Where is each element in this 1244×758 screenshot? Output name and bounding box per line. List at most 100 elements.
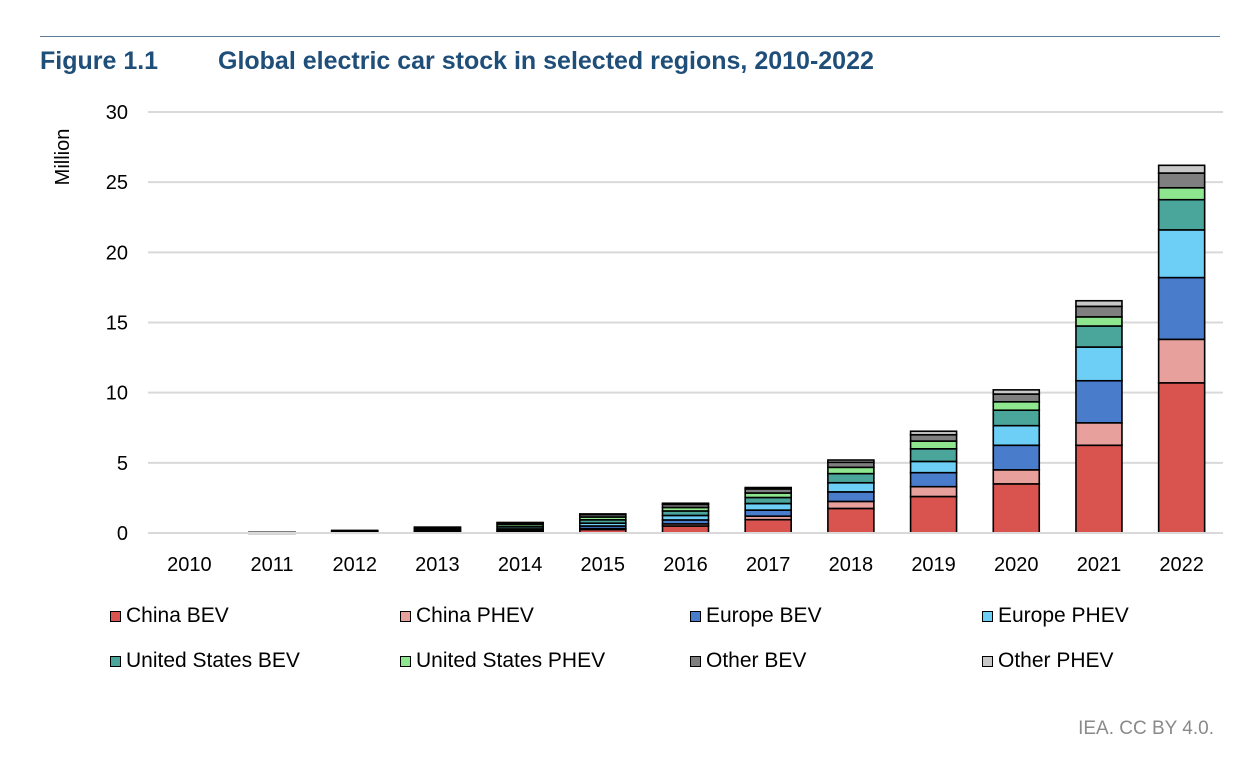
legend-swatch — [982, 655, 993, 667]
bar-segment — [992, 483, 1041, 534]
legend-swatch — [982, 610, 993, 622]
bar-segment — [579, 513, 627, 516]
bar-segment — [909, 440, 958, 450]
bar-segment — [909, 471, 958, 488]
legend-label: Other BEV — [706, 649, 807, 672]
bar-segment — [992, 400, 1041, 412]
x-tick-label: 2015 — [581, 554, 626, 576]
bar-segment — [909, 485, 958, 498]
bar-segment — [909, 460, 958, 474]
bar-segment — [1157, 276, 1206, 341]
x-tick-label: 2012 — [332, 554, 377, 576]
chart-legend: China BEV China PHEV Europe BEV Europe PHEV… — [110, 604, 1210, 694]
bar-segment — [413, 526, 462, 529]
bar-segment — [1157, 382, 1206, 534]
bar-segment — [1157, 198, 1206, 231]
legend-label: Europe PHEV — [998, 604, 1129, 627]
x-tick-label: 2018 — [829, 554, 874, 576]
legend-item: Europe BEV — [690, 604, 822, 628]
legend-swatch — [690, 610, 701, 622]
legend-label: China BEV — [126, 604, 229, 627]
legend-item: Other BEV — [690, 649, 806, 673]
bar-segment — [827, 507, 875, 534]
y-tick-label: 20 — [106, 242, 128, 264]
bar-segment — [1075, 316, 1123, 327]
bar-segment — [827, 472, 875, 484]
legend-swatch — [690, 655, 701, 667]
bar-segment — [1075, 305, 1123, 318]
legend-swatch — [400, 655, 411, 667]
legend-swatch — [400, 610, 411, 622]
x-tick-label: 2017 — [746, 554, 791, 576]
bar-segment — [909, 447, 958, 463]
bar-segment — [744, 502, 792, 511]
bar-segment — [827, 466, 875, 475]
x-tick-label: 2016 — [663, 554, 708, 576]
bar-segment — [1157, 186, 1206, 201]
bar-segment — [827, 491, 875, 503]
bar-segment — [992, 409, 1041, 427]
bar-segment — [992, 393, 1041, 403]
x-tick-label: 2014 — [498, 554, 543, 576]
legend-item: China BEV — [110, 604, 229, 628]
figure-title: Global electric car stock in selected re… — [218, 47, 874, 75]
x-tick-label: 2013 — [415, 554, 460, 576]
bar-segment — [827, 459, 875, 464]
bar-segment — [744, 486, 792, 490]
legend-label: United States BEV — [126, 649, 300, 672]
legend-swatch — [110, 655, 121, 667]
bar-segment — [909, 433, 958, 442]
bar-segment — [744, 496, 792, 505]
y-tick-label: 25 — [106, 172, 128, 194]
bar-segment — [909, 430, 958, 436]
legend-item: Europe PHEV — [982, 604, 1129, 628]
bar-segment — [1157, 172, 1206, 189]
x-tick-label: 2022 — [1159, 554, 1204, 576]
x-tick-label: 2010 — [167, 554, 212, 576]
y-tick-label: 0 — [117, 523, 128, 545]
bar-segment — [1075, 299, 1123, 308]
x-tick-label: 2011 — [251, 554, 294, 576]
y-tick-label: 5 — [117, 453, 128, 475]
legend-label: United States PHEV — [416, 649, 606, 672]
bar-segment — [1075, 325, 1123, 348]
legend-label: Europe BEV — [706, 604, 822, 627]
legend-swatch — [110, 610, 121, 622]
legend-item: United States BEV — [110, 649, 300, 673]
bar-segment — [1075, 379, 1123, 424]
y-tick-label: 10 — [106, 383, 128, 405]
bar-segment — [992, 389, 1041, 395]
bar-segment — [1075, 422, 1123, 447]
bar-segment — [1157, 338, 1206, 384]
y-tick-label: 30 — [106, 102, 128, 124]
bar-segment — [992, 444, 1041, 471]
bar-segment — [827, 500, 875, 510]
bar-segment — [992, 424, 1041, 447]
bar-segment — [661, 502, 710, 506]
bar-segment — [909, 495, 958, 534]
bar-segment — [1157, 229, 1206, 279]
bar-segment — [661, 525, 710, 534]
x-tick-label: 2020 — [994, 554, 1039, 576]
bar-segment — [496, 521, 544, 524]
bar-segment — [1075, 346, 1123, 382]
bar-segment — [1075, 444, 1123, 534]
bar-segment — [330, 529, 379, 532]
y-tick-label: 15 — [106, 313, 128, 335]
bar-segment — [744, 518, 792, 534]
bar-segment — [827, 481, 875, 493]
legend-item: Other PHEV — [982, 649, 1114, 673]
bar-segment — [992, 469, 1041, 485]
legend-item: China PHEV — [400, 604, 534, 628]
source-credit: IEA. CC BY 4.0. — [1078, 718, 1214, 739]
stacked-bar-chart: Million 0 5 10 15 20 25 30 2010 2011 2012 2013 2014… — [52, 102, 1223, 576]
top-rule — [40, 36, 1220, 37]
y-axis-label: Million — [52, 129, 74, 186]
legend-label: Other PHEV — [998, 649, 1114, 672]
bar-segment — [1157, 164, 1206, 174]
x-tick-label: 2019 — [911, 554, 956, 576]
figure-label: Figure 1.1 — [40, 47, 159, 75]
legend-label: China PHEV — [416, 604, 534, 627]
x-tick-label: 2021 — [1077, 554, 1122, 576]
bar-segment — [744, 509, 792, 517]
